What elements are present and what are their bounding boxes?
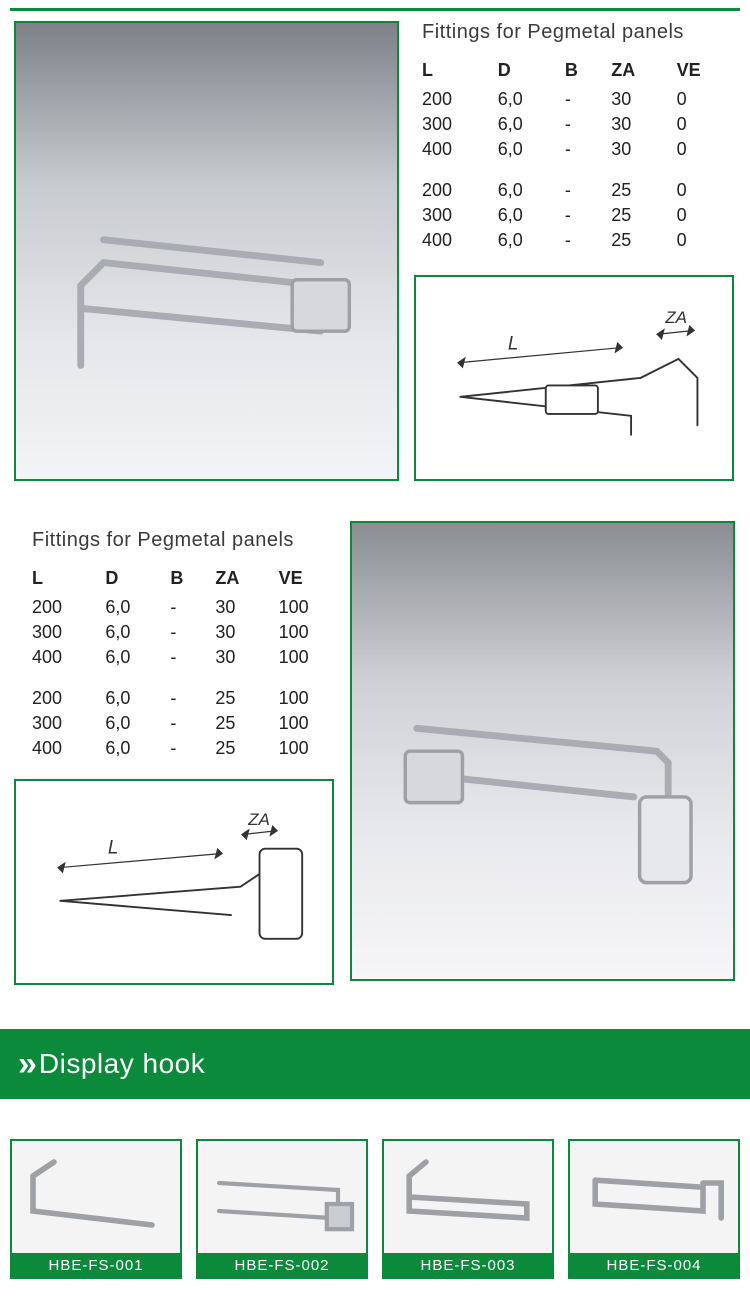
col-ZA: ZA	[603, 58, 668, 87]
table-row: 3006,0-30100	[24, 620, 344, 645]
col-B: B	[557, 58, 603, 87]
col-L: L	[414, 58, 490, 87]
top-rule	[10, 8, 740, 11]
hook-thumb-3-icon	[384, 1141, 552, 1253]
dimension-drawing-1: L ZA	[414, 275, 734, 481]
thumbnail-caption: HBE-FS-004	[570, 1253, 738, 1277]
table-row: 3006,0-250	[414, 203, 734, 228]
thumbnail-caption: HBE-FS-003	[384, 1253, 552, 1277]
thumbnail-image	[198, 1141, 366, 1253]
spec-title-1: Fittings for Pegmetal panels	[422, 21, 734, 44]
spec-table-2: L D B ZA VE 2006,0-30100 3006,0-30100 40…	[24, 566, 344, 761]
table-gap	[414, 162, 734, 178]
hook-thumb-2-icon	[198, 1141, 366, 1253]
dimension-diagram-1-icon: L ZA	[432, 287, 716, 469]
table-row: 4006,0-250	[414, 228, 734, 253]
chevron-right-icon: »	[18, 1045, 31, 1084]
col-B: B	[162, 566, 207, 595]
table-header-row: L D B ZA VE	[414, 58, 734, 87]
spec-title-2: Fittings for Pegmetal panels	[32, 529, 344, 552]
col-VE: VE	[271, 566, 344, 595]
dim-label-L: L	[508, 334, 519, 355]
thumbnail-card: HBE-FS-004	[568, 1139, 740, 1279]
hook-render-2-icon	[371, 546, 714, 956]
table-header-row: L D B ZA VE	[24, 566, 344, 595]
hook-thumb-4-icon	[570, 1141, 738, 1253]
col-D: D	[97, 566, 162, 595]
table-row: 3006,0-300	[414, 112, 734, 137]
spec-card-1: Fittings for Pegmetal panels L D B ZA VE…	[414, 21, 734, 253]
section-2: Fittings for Pegmetal panels L D B ZA VE…	[10, 521, 740, 1001]
spec-table-1: L D B ZA VE 2006,0-300 3006,0-300 4006,0…	[414, 58, 734, 253]
table-row: 2006,0-250	[414, 178, 734, 203]
product-photo-1	[14, 21, 399, 481]
dim-label-ZA: ZA	[664, 308, 687, 327]
banner-label: Display hook	[39, 1048, 205, 1080]
thumbnail-card: HBE-FS-001	[10, 1139, 182, 1279]
hook-render-1-icon	[35, 46, 378, 456]
col-L: L	[24, 566, 97, 595]
table-row: 2006,0-30100	[24, 595, 344, 620]
table-row: 4006,0-300	[414, 137, 734, 162]
dimension-diagram-2-icon: L ZA	[32, 791, 316, 973]
thumbnail-card: HBE-FS-002	[196, 1139, 368, 1279]
dim-label-L: L	[108, 838, 119, 859]
table-row: 2006,0-25100	[24, 686, 344, 711]
table-row: 3006,0-25100	[24, 711, 344, 736]
thumbnail-image	[12, 1141, 180, 1253]
thumbnail-caption: HBE-FS-002	[198, 1253, 366, 1277]
thumbnail-image	[384, 1141, 552, 1253]
table-row: 2006,0-300	[414, 87, 734, 112]
thumbnail-caption: HBE-FS-001	[12, 1253, 180, 1277]
page: Fittings for Pegmetal panels L D B ZA VE…	[0, 8, 750, 1279]
col-ZA: ZA	[207, 566, 270, 595]
dim-label-ZA: ZA	[247, 810, 270, 829]
col-D: D	[490, 58, 557, 87]
table-row: 4006,0-30100	[24, 645, 344, 670]
product-photo-2	[350, 521, 735, 981]
dimension-drawing-2: L ZA	[14, 779, 334, 985]
thumbnail-card: HBE-FS-003	[382, 1139, 554, 1279]
table-row: 4006,0-25100	[24, 736, 344, 761]
spec-card-2: Fittings for Pegmetal panels L D B ZA VE…	[24, 529, 344, 761]
section-banner: » Display hook	[0, 1029, 750, 1099]
table-gap	[24, 670, 344, 686]
col-VE: VE	[669, 58, 734, 87]
thumbnail-image	[570, 1141, 738, 1253]
hook-thumb-1-icon	[12, 1141, 180, 1253]
section-1: Fittings for Pegmetal panels L D B ZA VE…	[10, 17, 740, 497]
thumbnail-row: HBE-FS-001 HBE-FS-002	[10, 1139, 740, 1279]
